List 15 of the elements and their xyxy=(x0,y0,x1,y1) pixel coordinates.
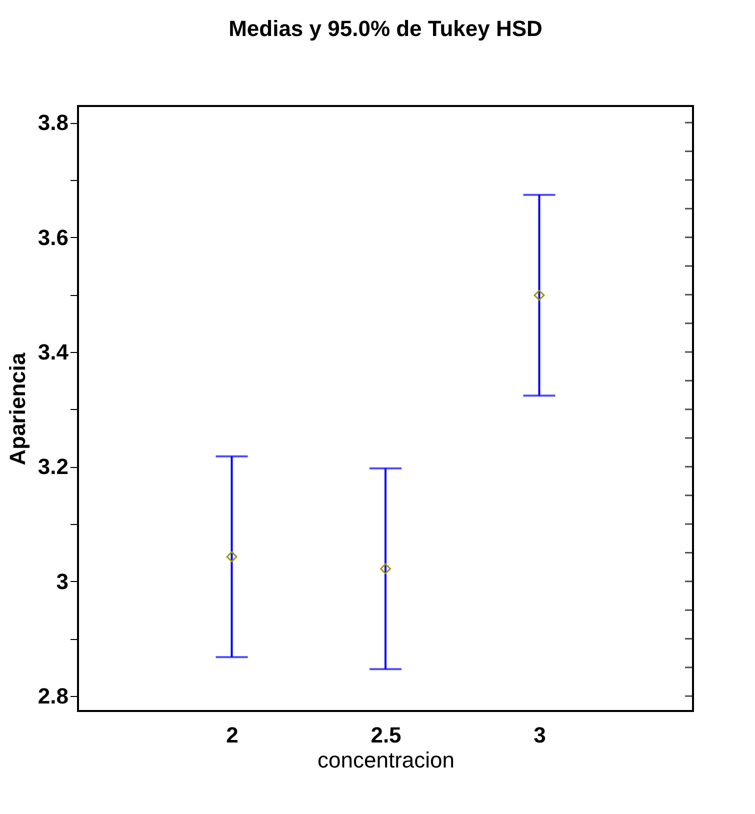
y-tick-label: 3.4 xyxy=(38,340,70,365)
point xyxy=(226,551,238,562)
x-axis-title: concentracion xyxy=(318,748,454,772)
y-tick-label: 3.8 xyxy=(38,110,68,136)
y-tick-label: 3.2 xyxy=(38,454,68,480)
point xyxy=(380,563,391,574)
x-tick-label: 3 xyxy=(534,722,546,748)
point xyxy=(534,290,545,301)
y-axis-title: Apariencia xyxy=(4,352,30,466)
chart-title: Medias y 95.0% de Tukey HSD xyxy=(228,16,542,41)
x-tick-label: 2.5 xyxy=(370,722,402,748)
x-tick-label: 2 xyxy=(226,722,238,748)
y-tick-label: 3 xyxy=(56,568,68,594)
y-tick-label: 2.8 xyxy=(38,684,68,709)
y-tick-label: 3.6 xyxy=(38,224,68,250)
